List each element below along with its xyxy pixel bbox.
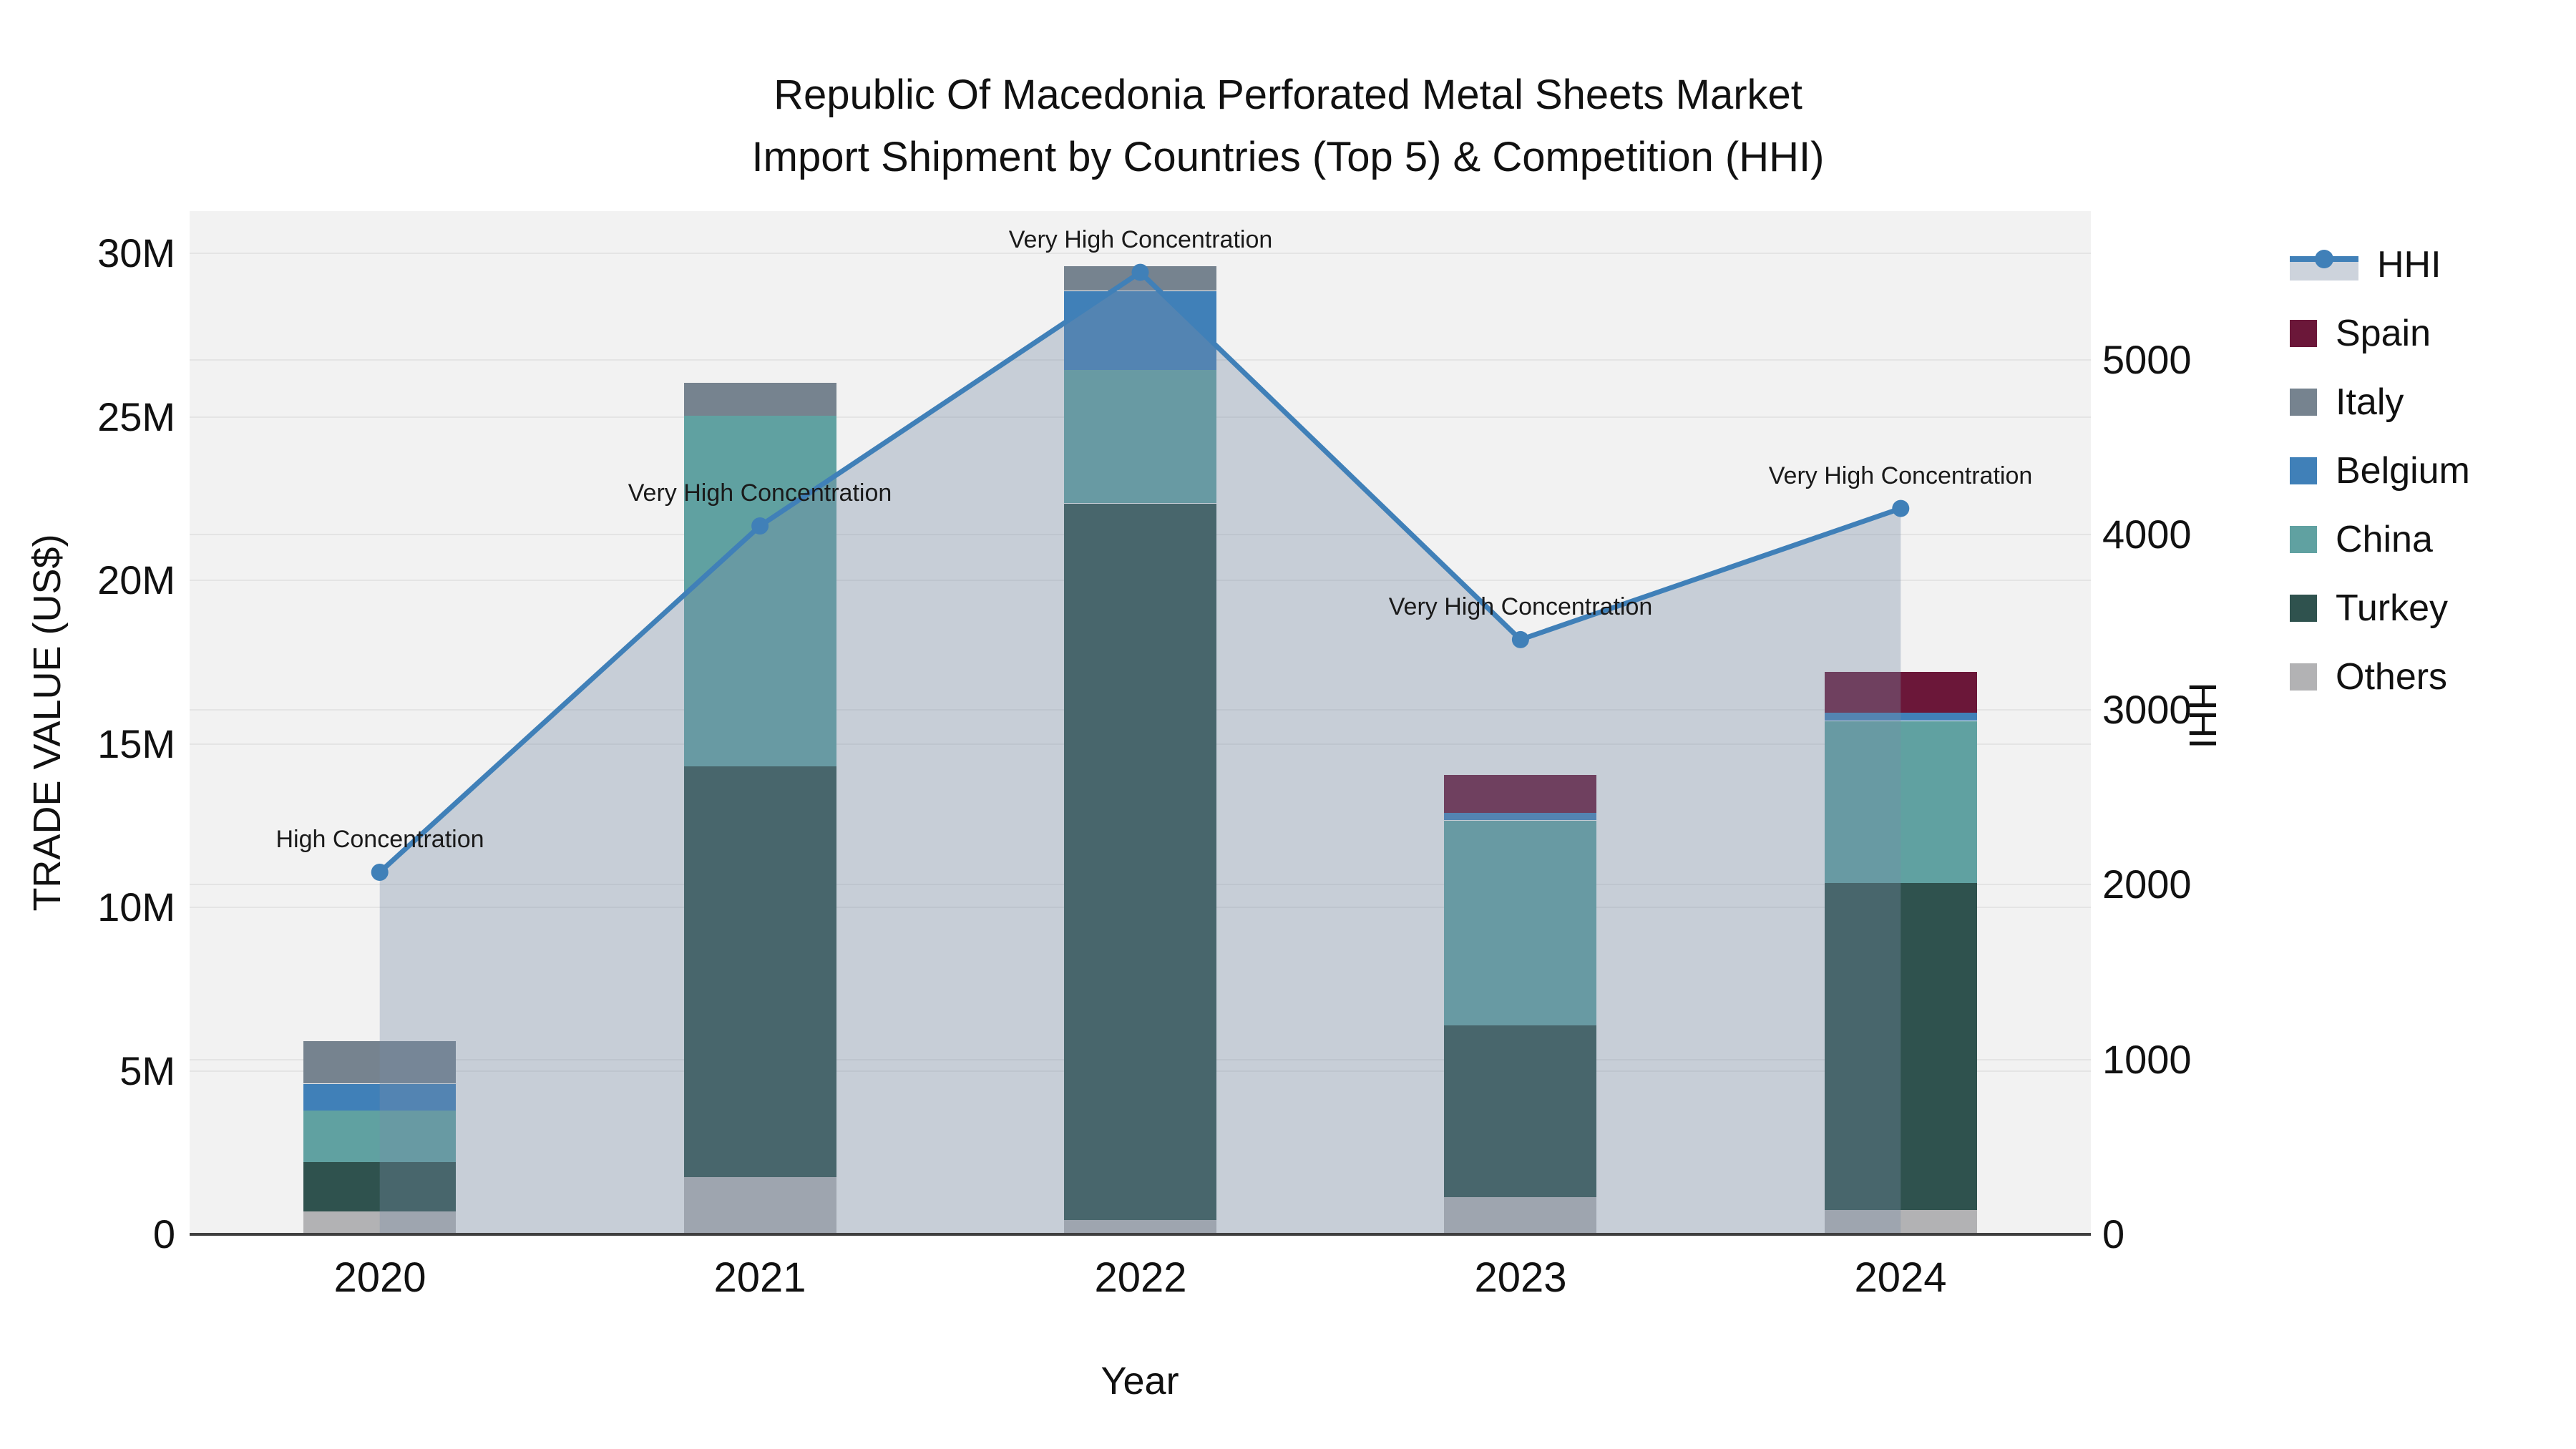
y-right-tick-0: 0 xyxy=(2102,1211,2125,1257)
annotation-2022: Very High Concentration xyxy=(1008,226,1273,253)
annotation-2021: Very High Concentration xyxy=(628,479,892,507)
legend-swatch-italy xyxy=(2290,389,2317,416)
bar-segment-italy-2021 xyxy=(684,383,836,416)
bar-segment-belgium-2020 xyxy=(303,1084,456,1111)
x-tick-2024: 2024 xyxy=(1854,1254,1947,1301)
legend-swatch-belgium xyxy=(2290,457,2317,484)
gridline xyxy=(190,253,2091,254)
y-left-axis-title: TRADE VALUE (US$) xyxy=(26,534,69,912)
legend-label-hhi: HHI xyxy=(2377,244,2441,286)
bar-segment-china-2021 xyxy=(684,415,836,766)
hhi-marker-2022 xyxy=(1131,263,1149,281)
hhi-marker-2024 xyxy=(1892,499,1910,517)
bar-segment-spain-2024 xyxy=(1825,672,1977,713)
y-left-tick-10M: 10M xyxy=(97,884,175,930)
legend-label-belgium: Belgium xyxy=(2336,450,2470,492)
hhi-legend-sample-icon xyxy=(2290,249,2358,280)
y-right-tick-3000: 3000 xyxy=(2102,687,2192,732)
x-tick-2020: 2020 xyxy=(333,1254,426,1301)
bar-segment-spain-2023 xyxy=(1444,775,1596,813)
bar-segment-turkey-2022 xyxy=(1064,504,1216,1220)
bar-segment-italy-2020 xyxy=(303,1041,456,1083)
y-left-tick-25M: 25M xyxy=(97,394,175,439)
y-right-tick-1000: 1000 xyxy=(2102,1037,2192,1082)
legend-label-china: China xyxy=(2336,519,2433,560)
chart-title-line2: Import Shipment by Countries (Top 5) & C… xyxy=(751,134,1825,180)
y-left-tick-15M: 15M xyxy=(97,721,175,766)
bar-segment-turkey-2024 xyxy=(1825,883,1977,1210)
hhi-marker-2021 xyxy=(751,517,769,535)
y-left-tick-20M: 20M xyxy=(97,557,175,602)
bar-segment-turkey-2023 xyxy=(1444,1025,1596,1197)
bar-segment-china-2020 xyxy=(303,1110,456,1162)
legend-label-italy: Italy xyxy=(2336,381,2404,423)
y-left-tick-0: 0 xyxy=(152,1211,175,1257)
hhi-marker-2020 xyxy=(371,864,389,882)
legend-label-turkey: Turkey xyxy=(2336,587,2448,629)
legend-item-turkey[interactable]: Turkey xyxy=(2290,590,2448,627)
legend-item-hhi[interactable]: HHI xyxy=(2290,246,2441,283)
bar-segment-china-2024 xyxy=(1825,721,1977,883)
bar-segment-others-2024 xyxy=(1825,1210,1977,1234)
bar-segment-others-2022 xyxy=(1064,1219,1216,1234)
legend-item-others[interactable]: Others xyxy=(2290,658,2447,696)
y-right-tick-4000: 4000 xyxy=(2102,512,2192,557)
annotation-2024: Very High Concentration xyxy=(1768,462,2033,489)
legend-swatch-china xyxy=(2290,526,2317,553)
legend-label-others: Others xyxy=(2336,656,2448,698)
bar-segment-belgium-2023 xyxy=(1444,812,1596,820)
legend-swatch-spain xyxy=(2290,320,2317,347)
legend-swatch-turkey xyxy=(2290,595,2317,622)
annotation-2020: High Concentration xyxy=(275,826,484,853)
x-axis-line xyxy=(190,1233,2091,1236)
bar-segment-others-2020 xyxy=(303,1211,456,1234)
hhi-marker-2023 xyxy=(1511,630,1529,648)
chart-title-line1: Republic Of Macedonia Perforated Metal S… xyxy=(774,72,1802,118)
bar-segment-china-2023 xyxy=(1444,821,1596,1025)
bar-segment-others-2023 xyxy=(1444,1196,1596,1234)
bar-segment-china-2022 xyxy=(1064,369,1216,503)
legend-item-italy[interactable]: Italy xyxy=(2290,384,2404,421)
x-tick-2023: 2023 xyxy=(1474,1254,1567,1301)
y-right-axis-title: HHI xyxy=(2181,682,2224,749)
legend-label-spain: Spain xyxy=(2336,313,2431,354)
bar-segment-turkey-2021 xyxy=(684,766,836,1177)
bar-segment-belgium-2024 xyxy=(1825,713,1977,721)
y-right-tick-5000: 5000 xyxy=(2102,337,2192,382)
y-left-tick-5M: 5M xyxy=(119,1048,175,1093)
x-axis-title: Year xyxy=(1101,1360,1179,1402)
legend-swatch-others xyxy=(2290,663,2317,691)
x-tick-2021: 2021 xyxy=(713,1254,806,1301)
y-right-tick-2000: 2000 xyxy=(2102,862,2192,907)
legend-item-china[interactable]: China xyxy=(2290,521,2433,558)
legend-item-belgium[interactable]: Belgium xyxy=(2290,452,2470,489)
legend-item-spain[interactable]: Spain xyxy=(2290,315,2431,352)
bar-segment-others-2021 xyxy=(684,1177,836,1234)
hhi-area-fill xyxy=(379,272,1901,1235)
y-left-tick-30M: 30M xyxy=(97,230,175,275)
annotation-2023: Very High Concentration xyxy=(1388,593,1653,620)
bar-segment-turkey-2020 xyxy=(303,1162,456,1211)
x-tick-2022: 2022 xyxy=(1094,1254,1187,1301)
